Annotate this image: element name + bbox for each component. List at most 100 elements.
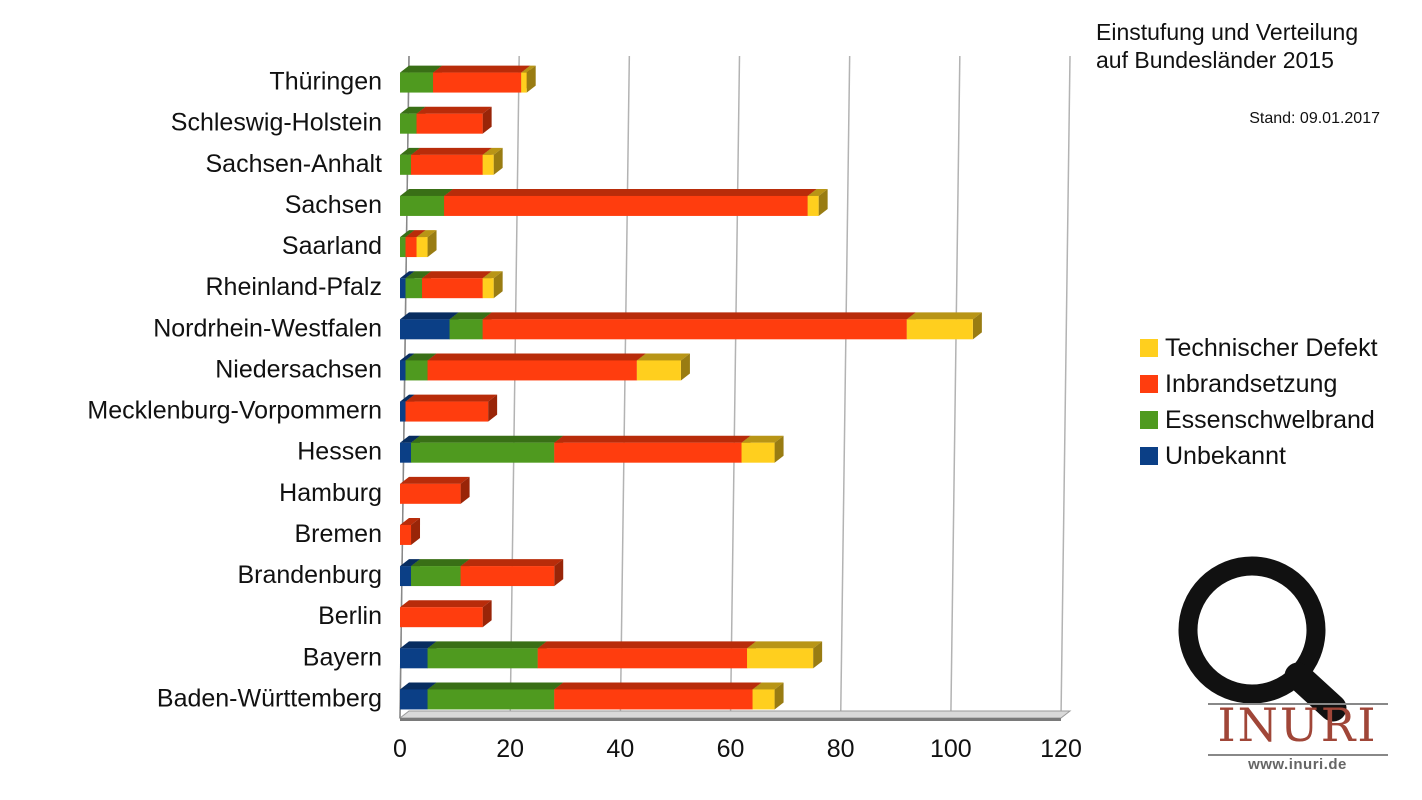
bar-essenschwelbrand-1 bbox=[427, 641, 547, 669]
bar-top bbox=[416, 106, 492, 114]
bar-front bbox=[411, 566, 461, 587]
bar-technischer-defekt-10 bbox=[482, 271, 503, 299]
bar-top bbox=[807, 188, 828, 196]
bar-top bbox=[400, 394, 415, 402]
bar-front bbox=[400, 154, 412, 175]
bar-top bbox=[752, 682, 784, 690]
bar-front bbox=[554, 442, 742, 463]
bar-inbrandsetzung-1 bbox=[537, 641, 757, 669]
category-label: Niedersachsen bbox=[215, 355, 382, 383]
bar-front bbox=[405, 237, 417, 258]
category-label: Bayern bbox=[303, 643, 382, 671]
magnifier-icon bbox=[1178, 556, 1388, 756]
category-label: Sachsen bbox=[285, 191, 382, 219]
bar-front bbox=[400, 401, 406, 422]
bar-front bbox=[444, 195, 808, 216]
bar-top bbox=[482, 271, 503, 279]
bar-front bbox=[400, 237, 406, 258]
legend-swatch bbox=[1140, 339, 1158, 357]
bar-side bbox=[460, 476, 470, 504]
bar-inbrandsetzung-3 bbox=[460, 559, 564, 587]
legend-swatch bbox=[1140, 375, 1158, 393]
legend-label: Unbekannt bbox=[1165, 441, 1286, 470]
bar-front bbox=[400, 72, 434, 93]
bar-side bbox=[482, 106, 492, 134]
bar-top bbox=[411, 147, 492, 155]
legend-item: Essenschwelbrand bbox=[1140, 402, 1378, 438]
tick-label: 100 bbox=[930, 735, 972, 763]
bar-inbrandsetzung-5 bbox=[400, 476, 470, 504]
bar-top bbox=[554, 682, 762, 690]
bar-top bbox=[521, 65, 536, 73]
tick-label: 20 bbox=[496, 735, 524, 763]
bar-front bbox=[400, 648, 428, 669]
category-label: Nordrhein-Westfalen bbox=[153, 314, 382, 342]
bar-top bbox=[444, 188, 817, 196]
bar-front bbox=[554, 689, 753, 710]
category-label: Hessen bbox=[297, 438, 382, 466]
bar-top bbox=[411, 559, 470, 567]
category-label: Hamburg bbox=[279, 479, 382, 507]
bar-front bbox=[906, 319, 973, 340]
legend-label: Inbrandsetzung bbox=[1165, 369, 1338, 398]
bar-top bbox=[400, 435, 421, 443]
bar-top bbox=[400, 312, 459, 320]
bar-top bbox=[400, 271, 415, 279]
bar-side bbox=[526, 65, 536, 93]
bar-side bbox=[818, 188, 828, 216]
bar-front bbox=[427, 360, 637, 381]
bar-front bbox=[400, 278, 406, 299]
bar-side bbox=[493, 271, 503, 299]
gridline-120 bbox=[1060, 55, 1071, 719]
tick-label: 0 bbox=[393, 735, 407, 763]
bar-inbrandsetzung-8 bbox=[427, 353, 646, 381]
bar-technischer-defekt-1 bbox=[747, 641, 823, 669]
bar-top bbox=[449, 312, 492, 320]
bar-inbrandsetzung-6 bbox=[554, 435, 751, 463]
bar-front bbox=[400, 607, 483, 628]
bar-top bbox=[405, 230, 426, 238]
bar-front bbox=[400, 483, 461, 504]
bar-top bbox=[411, 435, 564, 443]
bar-top bbox=[400, 476, 470, 484]
bar-technischer-defekt-9 bbox=[906, 312, 982, 340]
chart-title-line-1: Einstufung und Verteilung bbox=[1096, 19, 1359, 45]
chart-title: Einstufung und Verteilung auf Bundesländ… bbox=[1096, 18, 1358, 74]
legend-swatch bbox=[1140, 411, 1158, 429]
tick-label: 80 bbox=[827, 735, 855, 763]
bar-front bbox=[521, 72, 527, 93]
chart-floor-edge bbox=[400, 718, 1061, 721]
bar-front bbox=[400, 360, 406, 381]
bar-front bbox=[449, 319, 483, 340]
bar-front bbox=[400, 195, 445, 216]
bar-front bbox=[400, 113, 417, 134]
bar-front bbox=[400, 524, 412, 545]
bar-top bbox=[400, 65, 443, 73]
grid bbox=[399, 55, 1071, 719]
bar-side bbox=[774, 435, 784, 463]
tick-label: 60 bbox=[717, 735, 745, 763]
bar-top bbox=[460, 559, 564, 567]
bar-top bbox=[416, 230, 437, 238]
gridline-80 bbox=[839, 55, 851, 719]
category-axis: Baden-Württemberg Bayern Berlin Brandenburg… bbox=[87, 68, 382, 713]
category-label: Saarland bbox=[282, 232, 382, 260]
gridline-40 bbox=[619, 55, 631, 719]
bar-side bbox=[972, 312, 982, 340]
bar-side bbox=[488, 394, 498, 422]
bar-front bbox=[400, 566, 412, 587]
bar-front bbox=[752, 689, 775, 710]
bar-top bbox=[405, 271, 432, 279]
category-label: Schleswig-Holstein bbox=[171, 109, 382, 137]
bar-front bbox=[405, 360, 428, 381]
bar-side bbox=[680, 353, 690, 381]
bar-top bbox=[400, 517, 421, 525]
bar-front bbox=[405, 401, 489, 422]
bar-technischer-defekt-12 bbox=[807, 188, 828, 216]
bar-top bbox=[400, 600, 492, 608]
bar-technischer-defekt-11 bbox=[416, 230, 437, 258]
bar-inbrandsetzung-14 bbox=[416, 106, 492, 134]
bar-inbrandsetzung-9 bbox=[482, 312, 916, 340]
bar-top bbox=[405, 394, 498, 402]
bar-inbrandsetzung-15 bbox=[433, 65, 531, 93]
